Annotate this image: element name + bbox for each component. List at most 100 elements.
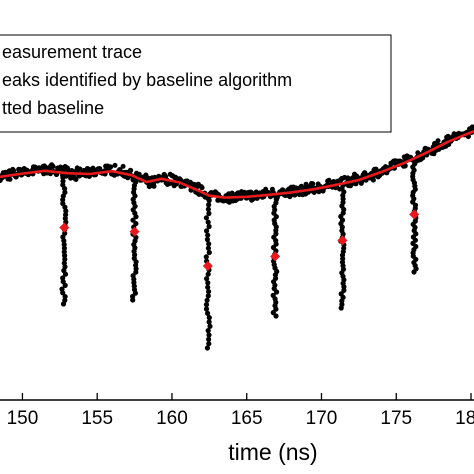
trace-point — [127, 167, 134, 174]
trace-point — [205, 245, 211, 251]
x-tick-label: 175 — [380, 408, 412, 429]
trace-point — [63, 212, 69, 218]
trace-point — [204, 236, 210, 243]
trace-point — [77, 166, 83, 172]
trace-point — [206, 202, 212, 208]
trace-point — [62, 282, 68, 288]
trace-point — [203, 302, 210, 308]
trace-point — [331, 179, 337, 185]
trace-point — [61, 245, 67, 251]
trace-point — [60, 290, 66, 296]
trace-point — [248, 189, 254, 195]
trace-point — [205, 280, 211, 286]
legend-entry-trace: easurement trace — [2, 42, 142, 62]
trace-point — [120, 163, 126, 169]
trace-point — [203, 254, 209, 260]
trace-point — [205, 219, 211, 225]
trace-point — [7, 176, 13, 182]
trace-point — [63, 208, 69, 214]
legend: easurement trace eaks identified by base… — [0, 34, 392, 133]
trace-point — [86, 174, 92, 179]
trace-point — [341, 287, 347, 293]
trace-point — [373, 166, 379, 172]
trace-point — [206, 341, 212, 347]
trace-point — [151, 183, 157, 189]
trace-point — [445, 133, 451, 140]
trace-point — [206, 319, 212, 325]
trace-point — [130, 217, 136, 223]
trace-point — [204, 297, 210, 303]
trace-point — [60, 301, 67, 307]
trace-point — [60, 178, 66, 184]
trace-point — [130, 297, 136, 303]
peak-marker — [129, 226, 140, 237]
x-tick-label: 165 — [231, 408, 263, 429]
trace-point — [206, 249, 212, 256]
legend-entry-baseline: tted baseline — [2, 98, 104, 118]
trace-point — [206, 197, 212, 204]
trace-point — [62, 271, 69, 277]
trace-point — [206, 210, 212, 217]
trace-point — [61, 249, 67, 255]
trace-point — [310, 181, 316, 187]
peak-marker — [270, 251, 281, 262]
trace-point — [205, 310, 211, 316]
trace-point — [10, 167, 17, 174]
trace-point — [292, 192, 298, 198]
trace-point — [62, 186, 68, 192]
trace-point — [62, 256, 68, 262]
legend-entry-peaks: eaks identified by baseline algorithm — [2, 70, 292, 90]
x-tick-label: 160 — [156, 408, 188, 429]
trace-point — [274, 289, 280, 295]
trace-point — [205, 206, 211, 212]
trace-point — [326, 177, 332, 183]
trace-point — [206, 241, 212, 247]
trace-point — [273, 313, 279, 319]
trace-point — [133, 269, 139, 275]
trace-point — [90, 165, 96, 171]
trace-point — [338, 305, 344, 311]
x-tick-label: 155 — [81, 408, 113, 429]
trace-point — [205, 293, 211, 299]
trace-point — [207, 323, 213, 329]
trace-point — [61, 241, 67, 248]
x-tick-label: 150 — [7, 408, 39, 429]
peak-marker — [202, 261, 213, 271]
measurement-trace — [0, 124, 474, 351]
trace-point — [279, 187, 286, 193]
trace-point — [62, 253, 68, 259]
trace-point — [419, 155, 426, 161]
identified-peaks — [59, 209, 420, 271]
trace-point — [206, 332, 212, 338]
x-axis-ticks: 150 155 160 165 170 175 180 — [7, 393, 474, 429]
trace-point — [370, 177, 376, 183]
fitted-baseline — [0, 129, 474, 199]
trace-point — [133, 214, 139, 220]
trace-point — [205, 284, 211, 290]
legend-box — [0, 34, 392, 133]
trace-point — [204, 228, 210, 234]
trace-point — [57, 164, 64, 170]
trace-point — [205, 328, 211, 334]
trace-point — [205, 232, 211, 238]
x-tick-label: 170 — [306, 408, 338, 429]
trace-point — [206, 223, 212, 230]
trace-point — [203, 306, 210, 312]
trace-point — [112, 162, 118, 168]
trace-point — [205, 271, 211, 277]
peak-marker — [409, 209, 420, 220]
trace-point — [60, 174, 66, 181]
trace-point — [469, 124, 474, 130]
trace-point — [50, 164, 56, 169]
trace-point — [206, 289, 212, 295]
trace-point — [411, 269, 417, 275]
trace-point — [107, 164, 114, 170]
trace-point — [61, 238, 67, 244]
trace-point — [199, 184, 205, 191]
peak-marker — [59, 222, 70, 233]
x-tick-label: 180 — [455, 408, 474, 429]
trace-point — [60, 197, 66, 203]
trace-point — [435, 138, 441, 144]
trace-point — [203, 215, 209, 221]
x-axis-title: time (ns) — [228, 439, 317, 465]
